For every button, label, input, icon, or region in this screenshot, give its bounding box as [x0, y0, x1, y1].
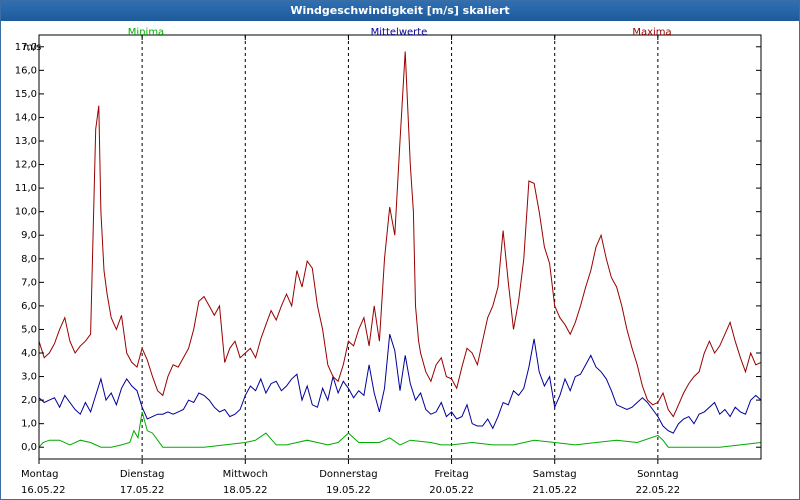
y-tick-label: 4,0 [21, 348, 37, 359]
y-tick-label: 10,0 [15, 207, 37, 218]
series-layer [38, 51, 762, 448]
wind-speed-chart: 0,0 1,0 2,0 3,0 4,0 5,0 6,0 7,0 8,0 9,0 10,0 11,0 12… [1, 21, 799, 499]
y-axis-ticks: 0,0 1,0 2,0 3,0 4,0 5,0 6,0 7,0 8,0 9,0 10,0 11,0 12… [15, 42, 761, 453]
x-day-label: Freitag [434, 469, 468, 480]
y-tick-label: 0,0 [21, 442, 37, 453]
y-tick-label: 6,0 [21, 301, 37, 312]
grid [141, 35, 659, 459]
x-day-label: Sonntag [637, 469, 679, 480]
maxima-line [38, 51, 762, 418]
y-tick-label: 8,0 [21, 254, 37, 265]
mittelwerte-line [38, 334, 762, 434]
y-tick-label: 9,0 [21, 230, 37, 241]
x-axis-ticks: Montag 16.05.22 Dienstag 17.05.22 Mittwoch 18… [21, 35, 680, 496]
y-tick-label: 7,0 [21, 277, 37, 288]
x-date-label: 18.05.22 [223, 485, 268, 496]
window-title: Windgeschwindigkeit [m/s] skaliert [1, 1, 799, 21]
x-day-label: Samstag [533, 469, 577, 480]
plot-frame [38, 34, 762, 460]
y-tick-label: 17,0 [15, 42, 37, 53]
y-tick-label: 2,0 [21, 395, 37, 406]
y-tick-label: 16,0 [15, 65, 37, 76]
x-day-label: Donnerstag [319, 469, 377, 480]
y-tick-label: 14,0 [15, 112, 37, 123]
y-tick-label: 15,0 [15, 89, 37, 100]
legend-minima: Minima [128, 27, 164, 38]
x-date-label: 22.05.22 [636, 485, 681, 496]
y-tick-label: 12,0 [15, 160, 37, 171]
x-date-label: 16.05.22 [21, 485, 66, 496]
plot-background [1, 21, 799, 499]
minima-line [38, 411, 762, 448]
y-axis-label: m/s [23, 42, 41, 53]
legend-mittelwerte: Mittelwerte [371, 27, 428, 38]
y-tick-label: 5,0 [21, 324, 37, 335]
x-day-label: Montag [21, 469, 58, 480]
y-tick-label: 3,0 [21, 372, 37, 383]
y-tick-label: 11,0 [15, 183, 37, 194]
x-date-label: 20.05.22 [429, 485, 474, 496]
y-tick-label: 1,0 [21, 419, 37, 430]
x-date-label: 19.05.22 [326, 485, 371, 496]
x-day-label: Mittwoch [223, 469, 268, 480]
y-tick-label: 13,0 [15, 136, 37, 147]
x-day-label: Dienstag [120, 469, 165, 480]
x-date-label: 21.05.22 [532, 485, 577, 496]
legend-maxima: Maxima [632, 27, 671, 38]
x-date-label: 17.05.22 [120, 485, 165, 496]
